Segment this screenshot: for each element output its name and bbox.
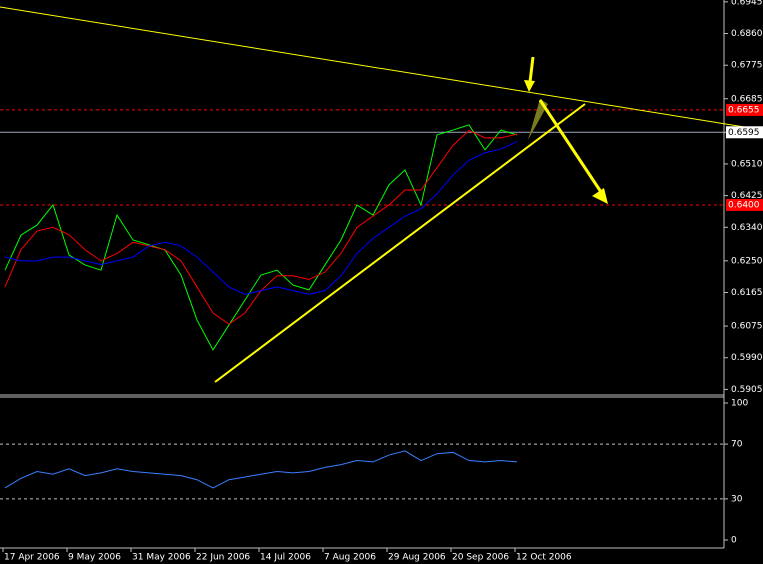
level-label: 0.6655 <box>728 105 760 115</box>
x-tick-label: 22 Jun 2006 <box>196 553 250 563</box>
series-line <box>4 124 518 351</box>
drawing-objects <box>0 6 763 383</box>
level-label: 0.6595 <box>728 128 760 138</box>
arrow-head <box>524 80 535 92</box>
projection <box>528 99 548 140</box>
arrow <box>538 99 603 193</box>
arrow-head <box>592 188 608 204</box>
y-tick-label: 0.6510 <box>731 159 763 169</box>
y-tick-label: 30 <box>731 494 743 504</box>
y-tick-label: 0 <box>731 536 737 546</box>
trend-line <box>0 6 763 131</box>
plot <box>0 1 728 541</box>
y-tick-label: 100 <box>731 399 748 409</box>
y-tick-label: 0.6425 <box>731 191 763 201</box>
y-tick-label: 0.5905 <box>731 385 763 395</box>
x-tick-label: 14 Jul 2006 <box>260 553 311 563</box>
arrow <box>528 56 535 83</box>
y-tick-label: 0.6340 <box>731 223 763 233</box>
x-tick-label: 29 Aug 2006 <box>388 553 446 563</box>
y-tick-label: 0.6075 <box>731 322 763 332</box>
y-tick-label: 0.6250 <box>731 256 763 266</box>
y-tick-label: 0.6685 <box>731 94 763 104</box>
level-label-box <box>726 103 763 116</box>
y-tick-label: 70 <box>731 440 743 450</box>
x-tick-label: 17 Apr 2006 <box>4 553 60 563</box>
x-tick-label: 7 Aug 2006 <box>324 553 376 563</box>
trend-line <box>214 103 586 383</box>
x-tick-label: 31 May 2006 <box>132 553 191 563</box>
y-tick-label: 0.6945 <box>731 0 763 7</box>
level-label-box <box>726 198 763 211</box>
x-tick-label: 9 May 2006 <box>68 553 121 563</box>
series-line <box>4 141 518 295</box>
x-tick-label: 12 Oct 2006 <box>516 553 572 563</box>
level-label-box <box>726 126 763 139</box>
level-label: 0.6400 <box>728 200 760 210</box>
y-tick-label: 0.6775 <box>731 61 763 71</box>
y-tick-label: 0.6165 <box>731 288 763 298</box>
series-line <box>4 450 518 489</box>
y-tick-label: 0.6860 <box>731 29 763 39</box>
y-tick-label: 0.5990 <box>731 353 763 363</box>
x-tick-label: 20 Sep 2006 <box>452 553 509 563</box>
